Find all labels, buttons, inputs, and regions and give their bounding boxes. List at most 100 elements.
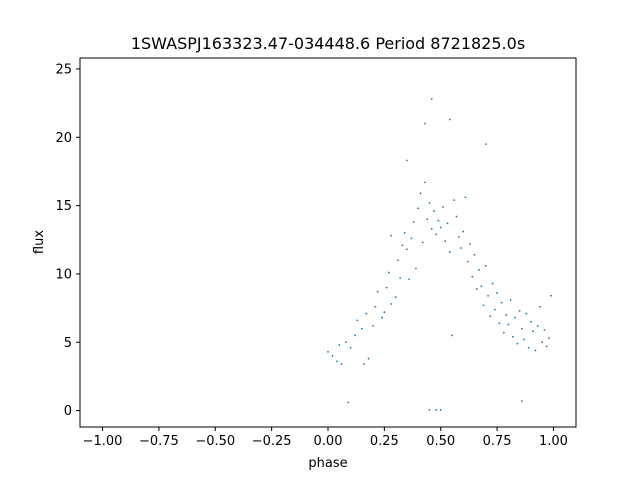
data-point [487,294,489,297]
data-point [347,401,350,404]
data-point [516,342,519,345]
data-point [338,344,341,346]
data-point [356,319,359,322]
data-point [464,196,467,199]
data-point [460,247,462,249]
data-point [471,275,474,278]
data-point [376,290,379,293]
data-point [518,309,521,312]
data-point [387,271,390,274]
data-point [408,278,411,281]
data-point [451,334,453,337]
data-point [543,329,546,331]
data-point [374,305,377,308]
data-point [327,350,329,353]
data-point [345,341,347,344]
data-point [367,357,370,360]
data-point [426,218,429,221]
data-point [462,230,465,233]
data-point [484,143,487,146]
data-point [383,311,386,314]
y-tick-label: 5 [64,336,72,351]
x-axis-ticks: −1.00 −0.75 −0.50 −0.25 0.00 0.25 0.50 0.75 1.00 [83,427,568,449]
data-point [390,234,393,237]
y-tick-label: 0 [64,404,72,419]
data-point [496,292,498,294]
data-point [360,327,363,330]
data-point [394,296,397,299]
data-point [428,409,431,411]
data-point [439,409,442,411]
data-point [444,240,447,243]
data-point [453,199,456,202]
data-point [381,316,384,319]
data-point [509,299,512,301]
data-point [406,248,408,251]
data-point [541,341,544,344]
data-point [365,312,368,315]
data-point [430,98,433,100]
data-point [412,221,415,223]
data-point [514,316,517,319]
data-point [415,267,417,270]
data-point [466,260,469,263]
data-point [530,320,532,323]
data-point [534,349,537,352]
data-point [536,324,539,327]
data-point [511,335,514,338]
data-point [500,301,503,304]
data-point [435,233,438,236]
data-point [396,259,399,262]
data-point [424,181,426,184]
data-point [523,338,526,341]
data-point [489,315,492,318]
x-tick-label: 1.00 [539,434,568,449]
data-point [493,308,496,311]
data-point [457,236,460,238]
data-point [545,345,548,348]
data-point [505,314,508,316]
x-tick-label: −0.50 [195,434,235,449]
data-point [403,232,406,234]
data-point [428,201,431,204]
data-point [410,237,413,240]
x-tick-label: 0.25 [370,434,399,449]
x-axis-label: phase [308,456,347,471]
x-tick-label: 0.50 [426,434,455,449]
data-point [520,327,523,330]
data-point [448,118,451,121]
data-point [525,312,528,315]
data-point [421,241,424,244]
data-point [446,222,449,225]
y-tick-label: 20 [55,131,72,146]
data-point [455,215,458,218]
data-point [435,409,438,411]
data-point [502,331,505,334]
x-tick-label: −0.75 [139,434,179,449]
x-tick-label: 0.00 [314,434,343,449]
data-point [480,285,483,288]
data-point [363,363,365,366]
y-axis-ticks: 0 5 10 15 20 25 [55,62,80,419]
y-tick-label: 15 [55,199,72,214]
data-point [399,277,402,279]
data-point [478,268,480,271]
data-point [430,227,433,230]
data-point [336,360,338,363]
x-tick-label: 0.75 [483,434,512,449]
data-point [448,251,451,253]
data-point [424,122,426,125]
data-point [539,305,541,308]
data-point [439,226,442,229]
data-point [401,244,404,247]
x-tick-label: −1.00 [83,434,123,449]
data-point [406,159,408,162]
data-point [417,207,420,210]
data-point [498,322,501,325]
data-point [475,288,478,290]
data-point [390,303,393,305]
data-point [507,323,510,326]
data-point [484,264,487,267]
